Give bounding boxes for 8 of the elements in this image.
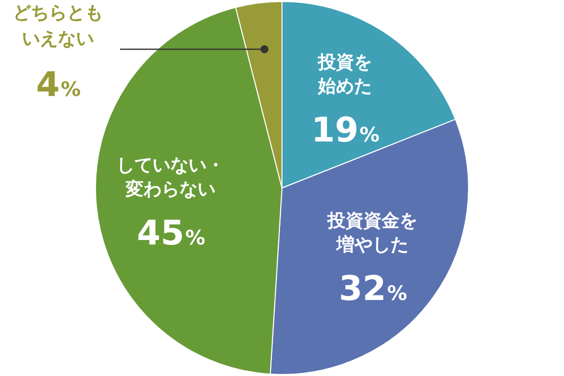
data-label: 19% xyxy=(311,110,380,150)
slice-label: どちらともいえない xyxy=(13,2,103,50)
data-label: 45% xyxy=(136,214,206,254)
slice-label: していない・変わらない xyxy=(116,155,225,200)
data-label: 4% xyxy=(36,65,81,105)
slice-label: 投資を始めた xyxy=(316,52,372,98)
data-label: 32% xyxy=(338,268,408,309)
slice-label: 投資資金を増やした xyxy=(326,210,418,256)
